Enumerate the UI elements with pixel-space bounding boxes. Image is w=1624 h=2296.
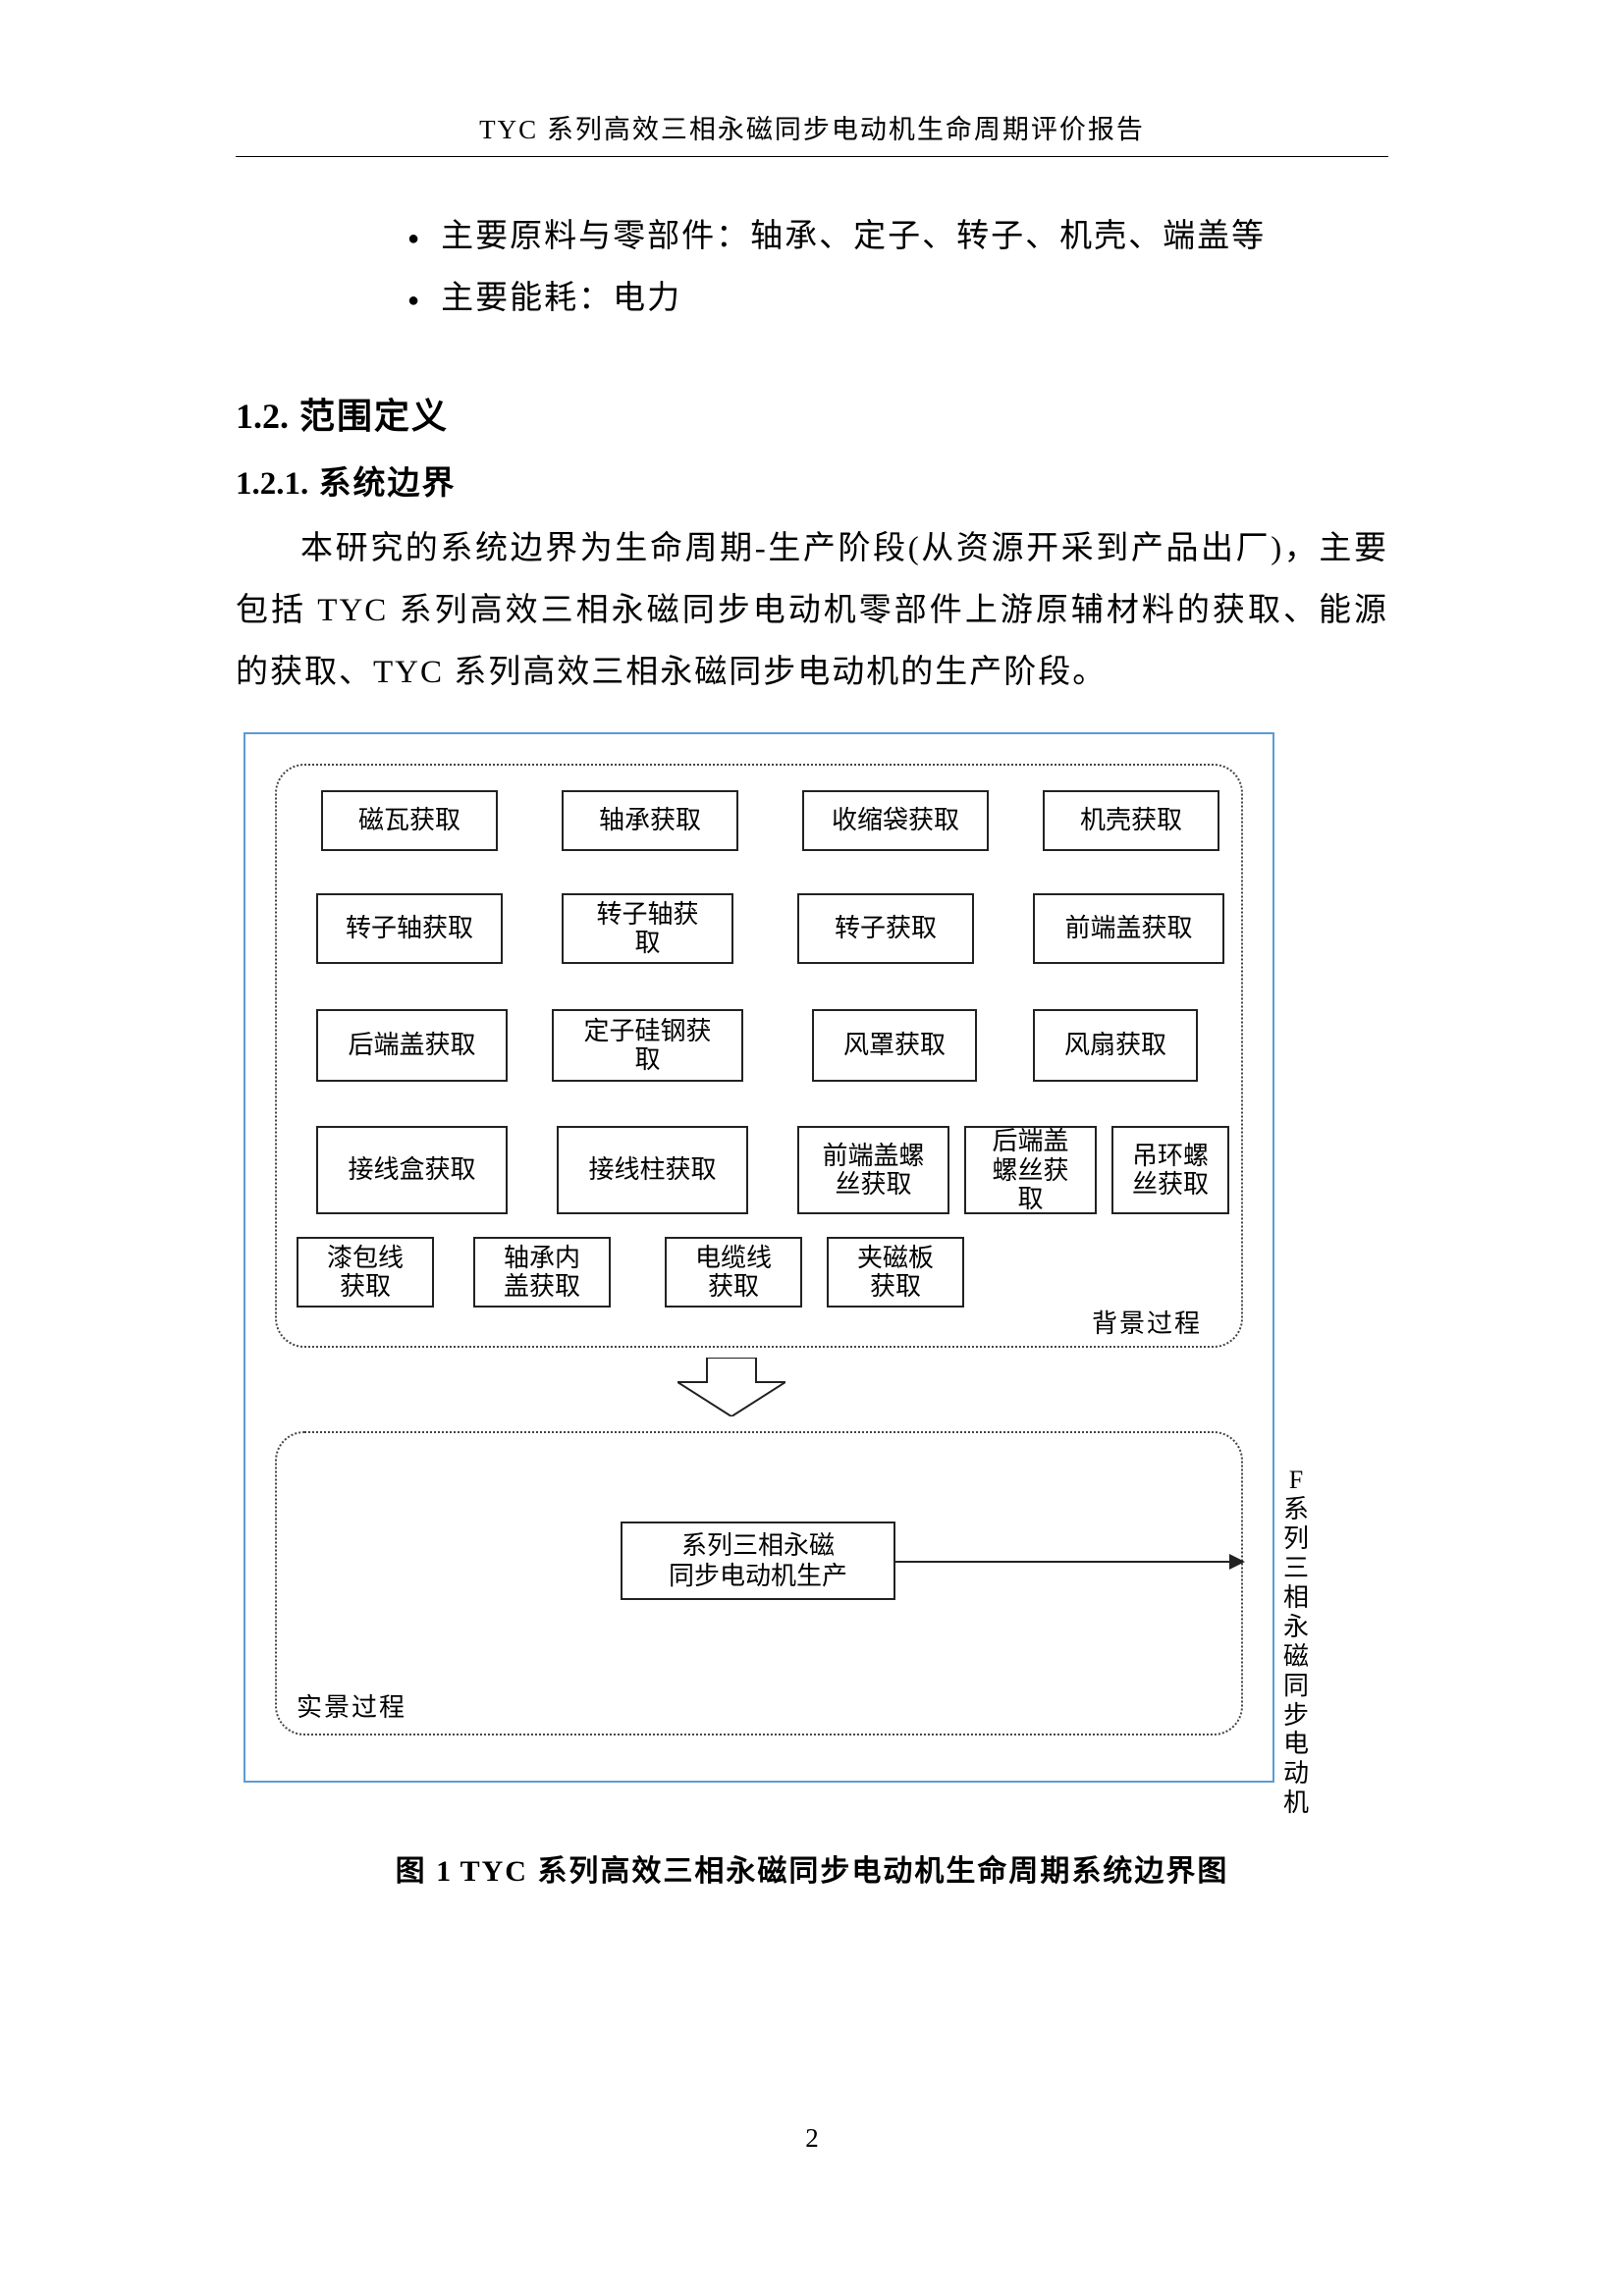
diagram-node: 前端盖螺 丝获取 <box>797 1126 949 1214</box>
diagram-node: 转子轴获 取 <box>562 893 733 964</box>
running-header: TYC 系列高效三相永磁同步电动机生命周期评价报告 <box>236 108 1388 157</box>
bullet-item: 主要原料与零部件：轴承、定子、转子、机壳、端盖等 <box>407 206 1388 268</box>
figure-text: TYC 系列高效三相永磁同步电动机生命周期系统边界图 <box>451 1855 1228 1888</box>
diagram-node: 收缩袋获取 <box>802 790 989 851</box>
diagram-node: 漆包线 获取 <box>297 1237 434 1308</box>
section-title: 范围定义 <box>299 397 449 436</box>
system-boundary-diagram: 背景过程 磁瓦获取轴承获取收缩袋获取机壳获取转子轴获取转子轴获 取转子获取前端盖… <box>244 732 1274 1783</box>
production-node: 系列三相永磁 同步电动机生产 <box>621 1522 895 1600</box>
diagram-node: 接线柱获取 <box>557 1126 748 1214</box>
diagram-node: 定子硅钢获 取 <box>552 1009 743 1082</box>
diagram-node: 风罩获取 <box>812 1009 977 1082</box>
figure-caption: 图 1 TYC 系列高效三相永磁同步电动机生命周期系统边界图 <box>236 1846 1388 1890</box>
diagram-node: 机壳获取 <box>1043 790 1219 851</box>
diagram-node: 吊环螺 丝获取 <box>1111 1126 1229 1214</box>
diagram-node: 前端盖获取 <box>1033 893 1224 964</box>
foreground-process-box: 系列三相永磁 同步电动机生产 实景过程 <box>275 1431 1243 1735</box>
diagram-node: 磁瓦获取 <box>321 790 498 851</box>
bullet-item: 主要能耗：电力 <box>407 268 1388 330</box>
diagram-node: 转子轴获取 <box>316 893 503 964</box>
background-process-box: 背景过程 磁瓦获取轴承获取收缩袋获取机壳获取转子轴获取转子轴获 取转子获取前端盖… <box>275 764 1243 1348</box>
subsection-number: 1.2.1. <box>236 466 308 502</box>
page-number: 2 <box>0 2123 1624 2154</box>
subsection-title: 系统边界 <box>319 466 457 502</box>
arrow-down-icon <box>677 1358 785 1416</box>
background-process-label: 背景过程 <box>1092 1304 1202 1340</box>
diagram-node: 转子获取 <box>797 893 974 964</box>
subsection-heading: 1.2.1. 系统边界 <box>236 456 1388 504</box>
section-number: 1.2. <box>236 397 289 436</box>
foreground-process-label: 实景过程 <box>297 1687 406 1724</box>
diagram-node: 风扇获取 <box>1033 1009 1198 1082</box>
production-node-label: 系列三相永磁 同步电动机生产 <box>669 1530 847 1591</box>
arrow-right-icon <box>895 1559 1241 1565</box>
bullet-list: 主要原料与零部件：轴承、定子、转子、机壳、端盖等 主要能耗：电力 <box>236 206 1388 329</box>
body-paragraph: 本研究的系统边界为生命周期-生产阶段(从资源开采到产品出厂)，主要包括 TYC … <box>236 518 1388 703</box>
diagram-node: 接线盒获取 <box>316 1126 508 1214</box>
figure-number: 1 <box>436 1855 451 1888</box>
diagram-node: 电缆线 获取 <box>665 1237 802 1308</box>
diagram-node: 夹磁板 获取 <box>827 1237 964 1308</box>
output-product-label: F系 列三 相永 磁同 步电 动机 <box>1276 1466 1316 1818</box>
diagram-node: 轴承内 盖获取 <box>473 1237 611 1308</box>
diagram-node: 后端盖 螺丝获 取 <box>964 1126 1097 1214</box>
figure-prefix: 图 <box>396 1855 437 1888</box>
diagram-node: 轴承获取 <box>562 790 738 851</box>
section-heading: 1.2. 范围定义 <box>236 388 1388 439</box>
diagram-node: 后端盖获取 <box>316 1009 508 1082</box>
